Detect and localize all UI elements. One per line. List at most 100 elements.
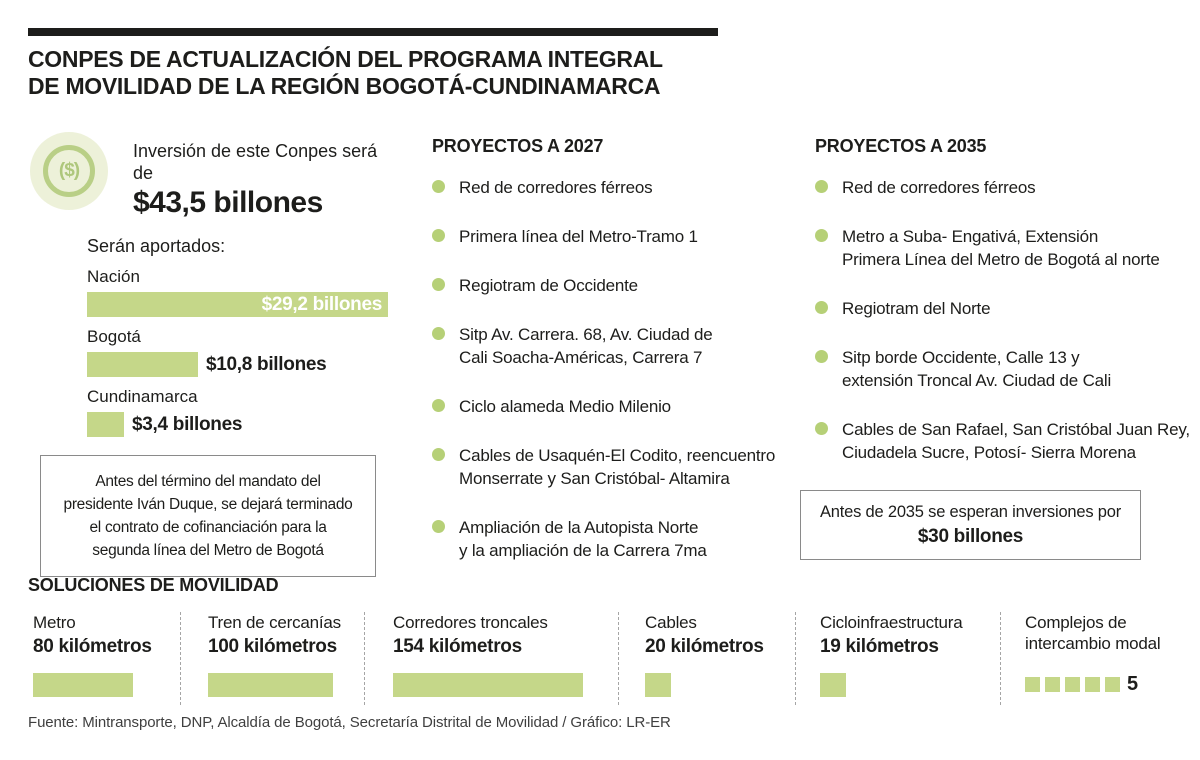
modal-units-row: 5 bbox=[1025, 673, 1138, 696]
list-item: Cables de Usaquén-El Codito, reencuentro… bbox=[432, 444, 787, 490]
solution-name: Complejos de intercambio modal bbox=[1025, 613, 1161, 653]
contributions-subheading: Serán aportados: bbox=[87, 236, 226, 256]
list-item-text: Regiotram del Norte bbox=[842, 299, 991, 318]
modal-unit-square bbox=[1085, 677, 1100, 692]
list-item: Sitp borde Occidente, Calle 13 y extensi… bbox=[815, 346, 1195, 392]
contribution-group: Bogotá $10,8 billones bbox=[87, 327, 388, 377]
solution-name: Metro bbox=[33, 613, 76, 632]
list-item: Metro a Suba- Engativá, Extensión Primer… bbox=[815, 225, 1195, 271]
contribution-value: $10,8 billones bbox=[206, 353, 327, 375]
bullet-icon bbox=[432, 327, 445, 340]
bullet-icon bbox=[815, 229, 828, 242]
bullet-icon bbox=[815, 350, 828, 363]
list-item-text: Red de corredores férreos bbox=[842, 178, 1036, 197]
contribution-bar bbox=[87, 412, 124, 437]
solution-bar bbox=[33, 673, 133, 697]
solution-column-complejos: Complejos de intercambio modal 5 bbox=[1025, 612, 1190, 697]
list-item-text: Red de corredores férreos bbox=[459, 178, 653, 197]
solution-name: Tren de cercanías bbox=[208, 613, 341, 632]
column-divider bbox=[364, 612, 365, 705]
list-item-text: Ampliación de la Autopista Norte y la am… bbox=[459, 518, 707, 560]
money-icon-ring: ($) bbox=[43, 145, 95, 197]
projects-2035-section: PROYECTOS A 2035 Red de corredores férre… bbox=[815, 136, 1195, 490]
money-icon: ($) bbox=[30, 132, 108, 210]
modal-unit-square bbox=[1045, 677, 1060, 692]
list-item-text: Sitp Av. Carrera. 68, Av. Ciudad de Cali… bbox=[459, 325, 713, 367]
investments-2035-note-text: Antes de 2035 se esperan inversiones por bbox=[819, 503, 1122, 521]
list-item: Regiotram del Norte bbox=[815, 297, 1195, 320]
list-item-text: Cables de Usaquén-El Codito, reencuentro… bbox=[459, 446, 776, 488]
bullet-icon bbox=[815, 301, 828, 314]
investment-intro: Inversión de este Conpes será de bbox=[133, 141, 378, 183]
contribution-name: Bogotá bbox=[87, 327, 141, 346]
solution-column-cicloinfraestructura: Cicloinfraestructura 19 kilómetros bbox=[820, 612, 990, 697]
solution-value: 154 kilómetros bbox=[393, 636, 522, 657]
projects-2027-section: PROYECTOS A 2027 Red de corredores férre… bbox=[432, 136, 787, 588]
modal-unit-square bbox=[1065, 677, 1080, 692]
title-rule bbox=[28, 28, 718, 36]
list-item: Primera línea del Metro-Tramo 1 bbox=[432, 225, 787, 248]
projects-2035-heading: PROYECTOS A 2035 bbox=[815, 136, 987, 156]
list-item-text: Regiotram de Occidente bbox=[459, 276, 638, 295]
money-icon-glyph: ($) bbox=[58, 160, 80, 181]
list-item: Ampliación de la Autopista Norte y la am… bbox=[432, 516, 787, 562]
solution-value: 20 kilómetros bbox=[645, 636, 764, 657]
contribution-name: Nación bbox=[87, 267, 140, 286]
projects-2027-heading: PROYECTOS A 2027 bbox=[432, 136, 604, 156]
list-item: Cables de San Rafael, San Cristóbal Juan… bbox=[815, 418, 1195, 464]
contribution-bar bbox=[87, 352, 198, 377]
solution-column-corredores: Corredores troncales 154 kilómetros bbox=[393, 612, 603, 697]
solution-value: 100 kilómetros bbox=[208, 636, 337, 657]
contributions-chart: Nación $29,2 billones Bogotá $10,8 billo… bbox=[87, 267, 388, 437]
solution-name: Cicloinfraestructura bbox=[820, 613, 963, 632]
list-item-text: Primera línea del Metro-Tramo 1 bbox=[459, 227, 698, 246]
list-item: Red de corredores férreos bbox=[815, 176, 1195, 199]
page-title-line1: CONPES DE ACTUALIZACIÓN DEL PROGRAMA INT… bbox=[28, 46, 663, 72]
solution-value: 80 kilómetros bbox=[33, 636, 152, 657]
bullet-icon bbox=[432, 180, 445, 193]
contribution-value: $3,4 billones bbox=[132, 413, 243, 435]
solutions-heading: SOLUCIONES DE MOVILIDAD bbox=[28, 575, 279, 595]
bullet-icon bbox=[815, 422, 828, 435]
bullet-icon bbox=[815, 180, 828, 193]
contribution-name: Cundinamarca bbox=[87, 387, 198, 406]
solution-bar bbox=[820, 673, 846, 697]
solution-bar bbox=[393, 673, 583, 697]
investment-amount: $43,5 billones bbox=[133, 186, 323, 219]
modal-unit-square bbox=[1105, 677, 1120, 692]
contribution-bar: $29,2 billones bbox=[87, 292, 388, 317]
page-title-line2: DE MOVILIDAD DE LA REGIÓN BOGOTÁ-CUNDINA… bbox=[28, 73, 661, 99]
list-item: Red de corredores férreos bbox=[432, 176, 787, 199]
column-divider bbox=[1000, 612, 1001, 705]
bullet-icon bbox=[432, 229, 445, 242]
bullet-icon bbox=[432, 399, 445, 412]
column-divider bbox=[795, 612, 796, 705]
solution-name: Cables bbox=[645, 613, 697, 632]
list-item-text: Sitp borde Occidente, Calle 13 y extensi… bbox=[842, 348, 1112, 390]
list-item: Regiotram de Occidente bbox=[432, 274, 787, 297]
modal-unit-square bbox=[1025, 677, 1040, 692]
bullet-icon bbox=[432, 278, 445, 291]
bullet-icon bbox=[432, 520, 445, 533]
solution-value: 19 kilómetros bbox=[820, 636, 939, 657]
list-item-text: Metro a Suba- Engativá, Extensión Primer… bbox=[842, 227, 1160, 269]
contribution-group: Nación $29,2 billones bbox=[87, 267, 388, 317]
list-item: Sitp Av. Carrera. 68, Av. Ciudad de Cali… bbox=[432, 323, 787, 369]
column-divider bbox=[618, 612, 619, 705]
investment-section: ($) Inversión de este Conpes será de $43… bbox=[28, 132, 400, 577]
contribution-value: $29,2 billones bbox=[261, 293, 383, 315]
solution-column-metro: Metro 80 kilómetros bbox=[33, 612, 178, 697]
solution-column-cables: Cables 20 kilómetros bbox=[645, 612, 785, 697]
list-item-text: Ciclo alameda Medio Milenio bbox=[459, 397, 671, 416]
source-credit: Fuente: Mintransporte, DNP, Alcaldía de … bbox=[28, 714, 671, 731]
contribution-group: Cundinamarca $3,4 billones bbox=[87, 387, 388, 437]
list-item: Ciclo alameda Medio Milenio bbox=[432, 395, 787, 418]
modal-count: 5 bbox=[1127, 673, 1139, 695]
solution-name: Corredores troncales bbox=[393, 613, 548, 632]
column-divider bbox=[180, 612, 181, 705]
page-title: CONPES DE ACTUALIZACIÓN DEL PROGRAMA INT… bbox=[28, 46, 748, 100]
list-item-text: Cables de San Rafael, San Cristóbal Juan… bbox=[842, 420, 1190, 462]
metro-cofinancing-note: Antes del término del mandato del presid… bbox=[40, 455, 376, 577]
bullet-icon bbox=[432, 448, 445, 461]
